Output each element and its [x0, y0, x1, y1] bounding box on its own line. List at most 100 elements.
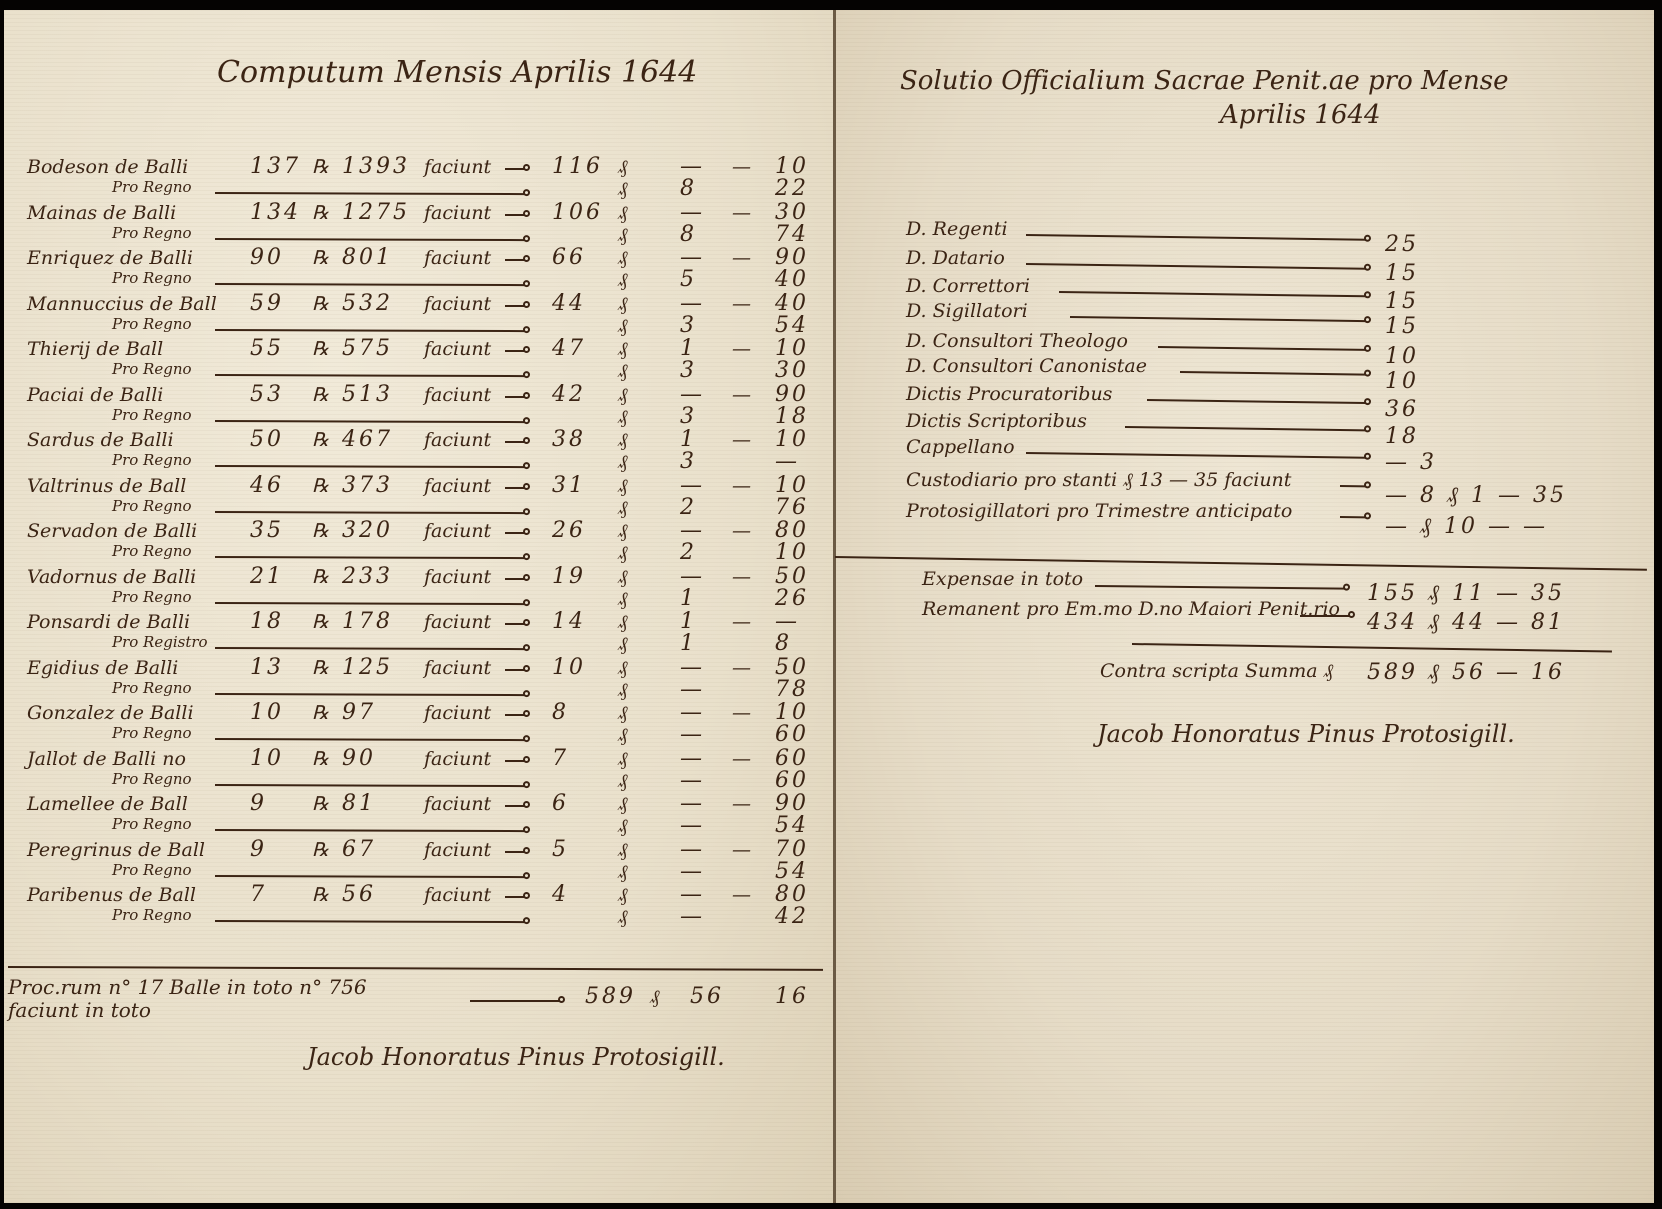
entry-total: 97 — [342, 700, 376, 725]
entry-currency: ₰ — [618, 474, 628, 497]
entry-sub-currency: ₰ — [618, 314, 628, 337]
entry-total: 178 — [342, 609, 393, 634]
entry-faciunt: faciunt — [424, 338, 492, 360]
entry-arrow — [505, 391, 530, 399]
entry-currency: ₰ — [618, 338, 628, 360]
page-fold — [833, 10, 836, 1203]
entry-sub-label: Pro Regno — [112, 860, 192, 879]
entry-currency: ₰ — [618, 429, 628, 451]
entry-mid: — — [680, 381, 705, 407]
entry-sub-rule — [214, 510, 526, 514]
entry-sub-last: 30 — [775, 358, 809, 383]
left-page-title: Computum Mensis Aprilis 1644 — [217, 55, 698, 90]
left-leaf — [4, 10, 834, 1203]
entry-total: 90 — [342, 745, 376, 771]
entry-last: — — [775, 609, 800, 634]
entry-mid: — — [680, 836, 705, 862]
item-value: 15 — [1385, 314, 1419, 339]
entry-sub-label: Pro Regno — [112, 451, 192, 469]
entry-arrow — [505, 482, 530, 490]
entry-sub-rule — [214, 328, 526, 332]
entry-unit: ℞ — [312, 747, 330, 770]
entry-sub-currency: ₰ — [618, 542, 628, 564]
entry-count: 7 — [250, 882, 267, 907]
entry-unit: ℞ — [312, 838, 330, 861]
entry-count: 55 — [250, 336, 284, 361]
entry-sub-label: Pro Regno — [112, 223, 192, 242]
entry-total: 56 — [342, 882, 376, 907]
entry-sub-rule — [214, 874, 526, 878]
entry-last: 10 — [775, 700, 809, 725]
entry-sub-last: 8 — [775, 631, 792, 656]
entry-sub-last: 76 — [775, 494, 809, 520]
entry-name: Paciai de Balli — [27, 383, 164, 406]
entry-last: 90 — [775, 791, 809, 816]
entry-sub-mid: 3 — [680, 403, 697, 429]
entry-faciunt: faciunt — [424, 838, 492, 861]
entry-total: 1275 — [342, 199, 410, 225]
entry-total: 125 — [342, 654, 393, 680]
item-value: — 8 ₰ 1 — 35 — [1385, 483, 1567, 508]
entry-name: Paribenus de Ball — [27, 884, 196, 906]
entry-sub-label: Pro Regno — [112, 496, 192, 515]
entry-sub-currency: ₰ — [618, 496, 628, 519]
item-value: — ₰ 10 — — — [1385, 514, 1548, 539]
entry-arrow — [505, 528, 530, 535]
entry-scudi: 19 — [552, 563, 586, 589]
entry-dash: — — [732, 702, 751, 724]
item-label: D. Regenti — [906, 218, 1008, 240]
entry-last: 10 — [775, 336, 809, 361]
entry-count: 59 — [250, 290, 284, 316]
total-scudi: 589 — [585, 984, 636, 1009]
sum-value: 589 ₰ 56 — 16 — [1367, 660, 1565, 685]
entry-total: 575 — [342, 336, 393, 361]
entry-faciunt: faciunt — [424, 156, 492, 178]
entry-unit: ℞ — [312, 793, 330, 815]
entry-dash: — — [732, 201, 751, 224]
entry-scudi: 66 — [552, 245, 586, 270]
entry-sub-currency: ₰ — [618, 860, 628, 883]
entry-sub-label: Pro Regno — [112, 906, 192, 924]
entry-sub-label: Pro Regno — [112, 542, 192, 560]
entry-count: 35 — [250, 518, 284, 543]
entry-unit: ℞ — [312, 565, 330, 588]
entry-sub-last: 60 — [775, 767, 809, 793]
entry-arrow — [505, 346, 530, 353]
total-label: Proc.rum n° 17 Balle in toto n° 756 faci… — [8, 975, 367, 1022]
entry-sub-currency: ₰ — [618, 269, 628, 291]
entry-currency: ₰ — [618, 292, 628, 315]
entry-arrow — [505, 664, 530, 672]
entry-arrow — [505, 619, 530, 626]
entry-dash: — — [732, 747, 751, 770]
entry-faciunt: faciunt — [424, 656, 492, 679]
entry-scudi: 10 — [552, 654, 586, 680]
item-value: 36 — [1385, 397, 1419, 422]
entry-unit: ℞ — [312, 884, 330, 906]
entry-mid: — — [680, 745, 705, 771]
entry-name: Mannuccius de Ball — [27, 292, 217, 315]
entry-faciunt: faciunt — [424, 702, 492, 724]
entry-currency: ₰ — [618, 520, 628, 542]
entry-currency: ₰ — [618, 565, 628, 588]
entry-mid: — — [680, 518, 705, 543]
entry-mid: — — [680, 700, 705, 725]
entry-sub-mid: — — [680, 767, 705, 793]
entry-currency: ₰ — [618, 156, 628, 178]
entry-sub-label: Pro Regno — [112, 724, 192, 742]
entry-count: 134 — [250, 199, 301, 225]
entry-sub-label: Pro Regno — [112, 769, 192, 788]
entry-dash: — — [732, 565, 751, 588]
entry-unit: ℞ — [312, 156, 330, 178]
item-label: D. Datario — [906, 247, 1005, 269]
entry-last: 90 — [775, 245, 809, 270]
entry-count: 18 — [250, 609, 284, 634]
entry-total: 320 — [342, 518, 393, 543]
entry-sub-last: 54 — [775, 813, 809, 838]
entry-sub-mid: 2 — [680, 494, 697, 520]
entry-name: Jallot de Balli no — [27, 747, 186, 770]
right-page-title-line2: Aprilis 1644 — [1220, 100, 1381, 130]
entry-sub-currency: ₰ — [618, 360, 628, 382]
item-label: D. Consultori Canonistae — [906, 355, 1147, 377]
entry-sub-label: Pro Regno — [112, 405, 192, 424]
entry-last: 50 — [775, 654, 809, 680]
